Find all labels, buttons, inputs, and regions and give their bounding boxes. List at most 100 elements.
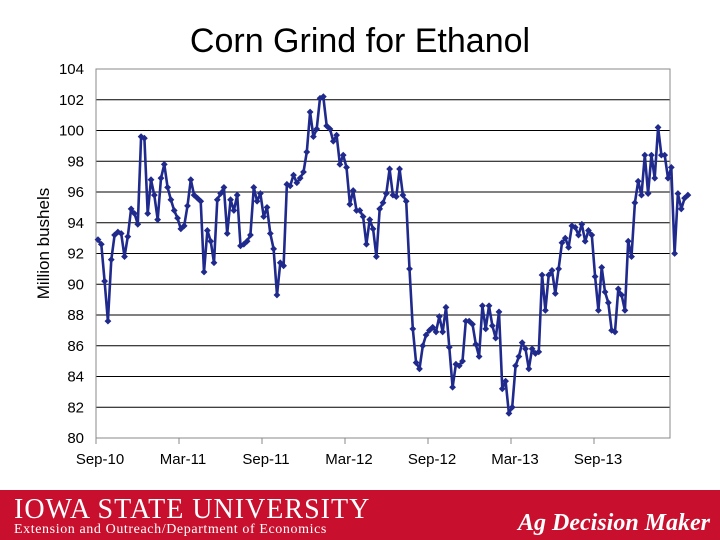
- y-tick-label: 90: [67, 276, 84, 293]
- data-point: [240, 240, 248, 248]
- data-point: [200, 268, 208, 276]
- y-tick-label: 82: [67, 399, 84, 416]
- data-point: [522, 345, 529, 353]
- data-point: [131, 210, 138, 217]
- data-point: [150, 191, 158, 199]
- data-point: [548, 267, 556, 274]
- data-point: [442, 303, 450, 311]
- data-point: [372, 253, 380, 260]
- y-tick-label: 96: [67, 184, 84, 201]
- x-tick-label: Mar-13: [491, 451, 539, 468]
- data-point: [121, 253, 128, 260]
- chart-title: Corn Grind for Ethanol: [189, 22, 531, 60]
- data-point: [300, 168, 307, 176]
- data-point: [194, 194, 201, 202]
- data-point: [127, 205, 135, 213]
- data-point: [329, 137, 337, 145]
- y-tick-label: 102: [59, 92, 84, 109]
- data-point: [578, 220, 586, 228]
- data-point: [488, 322, 496, 330]
- x-tick-label: Sep-11: [242, 451, 289, 468]
- data-point: [111, 231, 118, 239]
- data-point: [174, 214, 181, 222]
- data-point: [595, 306, 602, 314]
- data-point: [558, 239, 566, 247]
- data-point: [628, 253, 635, 260]
- data-point: [585, 227, 592, 234]
- y-tick-label: 84: [67, 369, 84, 386]
- data-point: [323, 122, 331, 130]
- data-point: [532, 350, 539, 357]
- data-point: [144, 210, 152, 217]
- data-point: [416, 365, 423, 373]
- x-tick-label: Sep-12: [408, 451, 456, 468]
- data-point: [366, 216, 374, 224]
- data-point: [273, 291, 281, 299]
- data-point: [634, 177, 642, 185]
- data-point: [392, 193, 400, 201]
- data-point: [164, 183, 171, 191]
- data-point: [233, 191, 241, 199]
- data-point: [230, 207, 238, 214]
- data-point: [177, 225, 185, 233]
- data-point: [505, 410, 513, 417]
- x-tick-label: Mar-11: [160, 451, 206, 468]
- data-point: [472, 340, 480, 348]
- data-point: [310, 133, 317, 141]
- data-point: [439, 328, 447, 336]
- data-point: [386, 165, 394, 173]
- data-point: [469, 320, 476, 328]
- grid-lines: [96, 68, 670, 439]
- data-point: [459, 357, 466, 365]
- data-point: [445, 343, 453, 351]
- data-point: [104, 317, 112, 325]
- data-point: [598, 263, 606, 271]
- data-point: [124, 233, 132, 240]
- data-point: [621, 306, 629, 314]
- data-point: [349, 187, 357, 194]
- data-point: [419, 342, 427, 350]
- data-point: [356, 207, 364, 214]
- data-point: [203, 227, 211, 234]
- data-point: [243, 237, 251, 245]
- data-point: [651, 174, 659, 182]
- data-point: [187, 176, 195, 184]
- university-logo: IOWA STATE UNIVERSITY: [14, 494, 371, 525]
- data-point: [140, 134, 148, 142]
- data-point: [346, 200, 354, 208]
- data-point: [190, 191, 198, 199]
- data-point: [631, 199, 639, 207]
- data-point: [296, 174, 304, 182]
- x-tick-label: Mar-12: [325, 451, 373, 468]
- data-point: [614, 285, 622, 293]
- data-point: [97, 240, 105, 248]
- data-point: [154, 216, 162, 224]
- data-point: [604, 299, 612, 307]
- y-tick-label: 86: [67, 338, 84, 355]
- data-point: [223, 230, 231, 237]
- x-tick-label: Sep-10: [76, 451, 124, 468]
- data-point: [608, 326, 616, 334]
- data-point: [101, 277, 109, 285]
- data-point: [253, 197, 261, 205]
- data-point: [336, 160, 344, 168]
- data-point: [409, 325, 417, 333]
- data-point: [502, 377, 510, 385]
- y-tick-label: 94: [67, 215, 84, 232]
- y-tick-label: 80: [67, 430, 84, 447]
- data-point: [359, 213, 367, 220]
- data-point: [157, 174, 165, 182]
- data-point: [114, 228, 122, 236]
- data-point: [217, 190, 225, 197]
- data-point: [435, 313, 443, 320]
- data-point: [147, 176, 155, 184]
- data-point: [343, 164, 350, 171]
- data-point: [512, 362, 519, 370]
- data-point: [591, 273, 599, 280]
- data-point: [160, 160, 168, 168]
- data-point: [220, 183, 228, 191]
- data-point: [167, 196, 175, 204]
- data-point: [538, 271, 546, 279]
- data-point: [475, 353, 483, 360]
- y-tick-label: 92: [67, 246, 84, 263]
